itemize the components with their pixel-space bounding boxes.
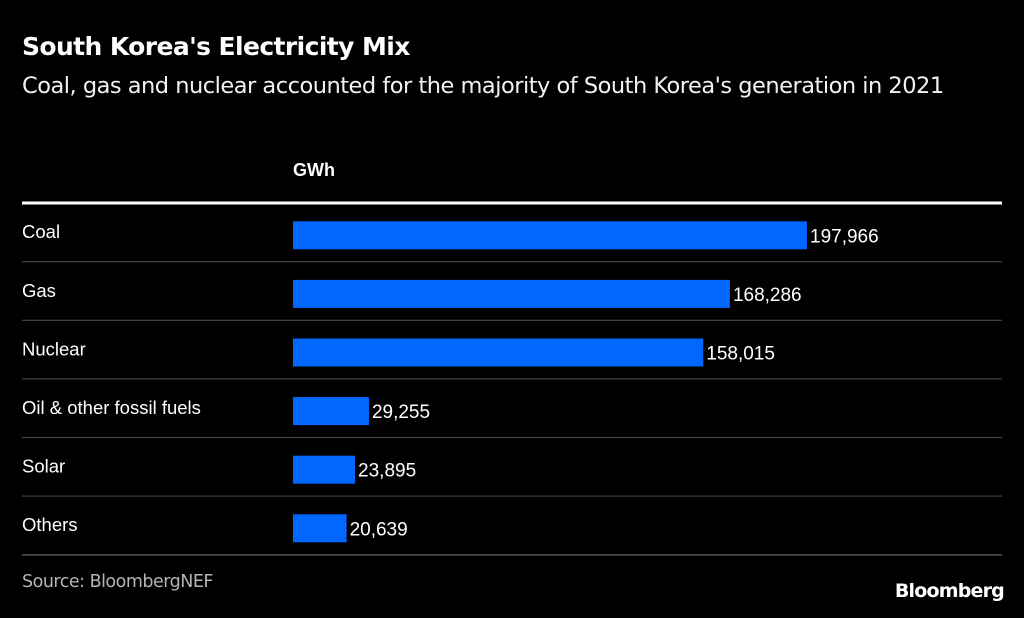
category-label: Coal: [22, 221, 60, 242]
bar-others: [293, 514, 347, 543]
row-separator: [22, 495, 1002, 497]
bar-gas: [293, 279, 730, 308]
row-separator: [22, 261, 1002, 263]
category-label: Gas: [22, 280, 56, 301]
top-rule: [22, 201, 1002, 205]
bottom-rule: [22, 554, 1002, 556]
category-label: Solar: [22, 456, 65, 477]
value-label: 158,015: [706, 344, 775, 365]
chart-title: South Korea's Electricity Mix: [22, 32, 410, 61]
row-separator: [22, 378, 1002, 380]
source-note: Source: BloombergNEF: [22, 572, 213, 592]
value-label: 20,639: [350, 519, 408, 540]
chart-subtitle: Coal, gas and nuclear accounted for the …: [22, 73, 944, 99]
bloomberg-logo: Bloomberg: [894, 580, 1005, 602]
category-label: Oil & other fossil fuels: [22, 397, 201, 418]
row-separator: [22, 436, 1002, 439]
category-label: Nuclear: [22, 338, 86, 359]
bar-solar: [293, 455, 356, 484]
unit-label: GWh: [293, 160, 335, 180]
value-label: 23,895: [358, 461, 416, 482]
value-label: 29,255: [372, 402, 430, 423]
value-label: 168,286: [733, 285, 802, 306]
value-label: 197,966: [810, 226, 879, 247]
bar-oil-other-fossil-fuels: [293, 397, 369, 426]
row-separator: [22, 319, 1002, 321]
bar-coal: [293, 221, 807, 250]
bar-nuclear: [293, 338, 704, 367]
category-label: Others: [22, 514, 78, 535]
